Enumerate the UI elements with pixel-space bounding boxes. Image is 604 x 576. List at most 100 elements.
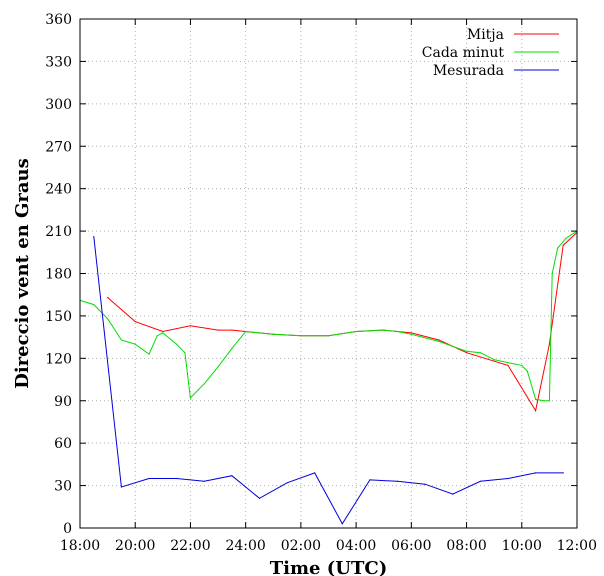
data-point	[424, 483, 426, 485]
data-point	[134, 343, 136, 345]
data-point	[383, 329, 385, 331]
data-point	[479, 480, 481, 482]
data-point	[438, 340, 440, 342]
data-point	[551, 272, 553, 275]
data-point	[507, 364, 509, 366]
x-tick-label: 24:00	[225, 538, 265, 554]
data-point	[176, 477, 178, 480]
data-point	[526, 370, 528, 372]
data-point	[562, 472, 564, 474]
y-tick-label: 150	[45, 309, 72, 325]
series-line	[93, 236, 564, 525]
y-tick-label: 30	[54, 479, 72, 495]
data-point	[203, 480, 205, 482]
data-point	[410, 333, 412, 335]
legend: Mitja Cada minut Mesurada	[422, 27, 559, 79]
data-point	[217, 366, 219, 368]
data-point	[258, 497, 261, 499]
data-point	[134, 321, 136, 323]
y-tick-label: 270	[45, 139, 72, 155]
data-point	[217, 329, 219, 331]
data-point	[493, 359, 495, 361]
data-point	[507, 477, 509, 480]
data-point	[479, 352, 481, 354]
y-tick-label: 90	[54, 394, 72, 410]
data-point	[107, 318, 109, 320]
y-axis-title: Direccio vent en Graus	[12, 158, 33, 389]
data-point	[565, 237, 567, 239]
data-point	[548, 400, 551, 402]
data-point	[300, 335, 302, 337]
data-point	[355, 330, 357, 333]
data-point	[548, 343, 551, 345]
data-point	[543, 400, 545, 402]
x-tick-label: 20:00	[115, 538, 155, 554]
data-point	[327, 335, 330, 337]
y-tick-label: 120	[45, 351, 72, 367]
data-point	[162, 332, 164, 334]
x-tick-label: 06:00	[391, 538, 431, 554]
x-tick-label: 02:00	[281, 538, 321, 554]
data-point	[466, 350, 468, 352]
series-mitja	[107, 231, 578, 412]
data-point	[184, 352, 186, 354]
y-tick-label: 300	[45, 97, 72, 113]
data-point	[189, 397, 191, 399]
y-tick-label: 240	[45, 182, 72, 198]
data-point	[120, 486, 122, 488]
data-point	[466, 352, 468, 354]
y-axis: 0 30 60 90 120 150 180 210 240 270 300 330 360	[45, 12, 577, 537]
y-tick-label: 180	[45, 267, 72, 283]
data-point	[176, 343, 178, 345]
x-tick-label: 12:00	[557, 538, 597, 554]
series-mesurada	[93, 236, 564, 525]
series-group	[79, 230, 578, 525]
data-point	[562, 244, 564, 246]
data-point	[286, 482, 288, 484]
series-line	[107, 232, 578, 412]
y-tick-label: 330	[45, 54, 72, 70]
x-axis: 18:00 20:00 22:00 24:00 02:00 04:00 06:00 08:00…	[60, 19, 597, 554]
data-point	[93, 304, 95, 306]
data-point	[396, 330, 399, 333]
y-tick-label: 360	[45, 12, 72, 28]
data-point	[452, 493, 454, 495]
data-point	[535, 410, 537, 412]
x-tick-label: 10:00	[502, 538, 542, 554]
data-point	[231, 347, 233, 349]
data-point	[521, 364, 523, 366]
x-tick-label: 04:00	[336, 538, 376, 554]
x-axis-title: Time (UTC)	[270, 558, 387, 576]
data-point	[258, 332, 261, 334]
data-point	[314, 472, 316, 474]
x-tick-label: 18:00	[60, 538, 100, 554]
y-tick-label: 60	[54, 436, 72, 452]
data-point	[162, 330, 164, 333]
data-point	[107, 296, 109, 299]
data-point	[148, 477, 150, 480]
grid	[80, 19, 577, 528]
data-point	[535, 398, 537, 400]
data-point	[203, 383, 205, 385]
x-tick-label: 22:00	[170, 538, 210, 554]
data-point	[369, 479, 371, 481]
data-point	[156, 335, 158, 337]
y-tick-label: 210	[45, 224, 72, 240]
legend-label: Mesurada	[433, 63, 504, 79]
data-point	[438, 339, 440, 341]
data-point	[507, 362, 509, 364]
data-point	[410, 332, 412, 334]
data-point	[93, 236, 95, 238]
data-point	[120, 339, 122, 341]
legend-label: Cada minut	[422, 45, 505, 61]
data-point	[396, 480, 399, 482]
data-point	[245, 330, 247, 333]
data-point	[341, 523, 343, 525]
data-point	[231, 475, 233, 477]
data-point	[189, 325, 191, 327]
y-tick-label: 0	[63, 521, 72, 537]
legend-label: Mitja	[467, 27, 504, 43]
data-point	[557, 247, 559, 249]
data-point	[148, 353, 150, 355]
